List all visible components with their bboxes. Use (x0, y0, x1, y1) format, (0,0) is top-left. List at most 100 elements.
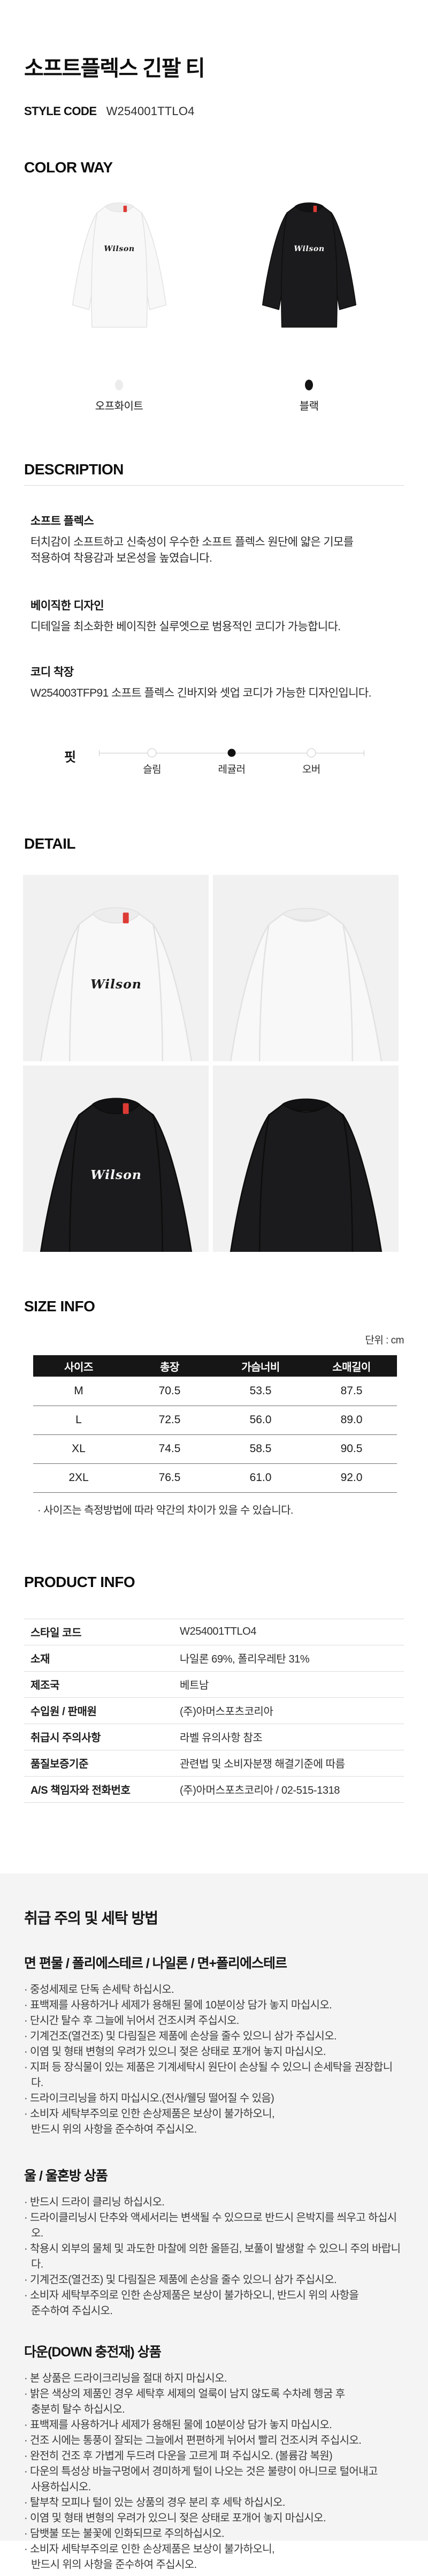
size-cell: 56.0 (215, 1406, 306, 1435)
black-tee-back-image (228, 1099, 384, 1252)
product-info-value: 라벨 유의사항 참조 (180, 1724, 404, 1750)
description-block-body: 터치감이 소프트하고 신축성이 우수한 소프트 플렉스 원단에 얇은 기모를 적… (30, 536, 354, 564)
size-cell: M (33, 1377, 124, 1406)
care-item: · 중성세제로 단독 손세탁 하십시오. (24, 1983, 174, 1996)
size-cell: 2XL (33, 1463, 124, 1493)
product-info-heading: PRODUCT INFO (24, 1573, 135, 1590)
offwhite-tee-back-image (228, 908, 384, 1061)
product-info-value: W254001TTLO4 (180, 1619, 404, 1645)
detail-photo-offwhite-front (23, 875, 209, 1061)
detail-photo-black-front (23, 1066, 209, 1252)
care-item: · 소비자 세탁부주의로 인한 손상제품은 보상이 불가하오니, 반드시 위의 … (24, 2543, 275, 2571)
product-info-row: 소재 나일론 69%, 폴리우레탄 31% (24, 1645, 404, 1672)
offwhite-swatch-icon[interactable] (115, 380, 123, 390)
size-col-sleeve: 소매길이 (306, 1355, 397, 1377)
size-cell: 90.5 (306, 1434, 397, 1464)
fit-stop-regular-selected (227, 749, 236, 757)
fit-scale: 슬림 레귤러 오버 (99, 747, 364, 775)
size-cell: 89.0 (306, 1406, 397, 1435)
care-item: · 기계건조(열건조) 및 다림질은 제품에 손상을 줄수 있으니 삼가 주십시… (24, 2030, 337, 2042)
product-info-row: 수입원 / 판매원 (주)아머스포츠코리아 (24, 1697, 404, 1724)
style-code-row: STYLE CODE W254001TTLO4 (24, 104, 404, 118)
care-group-title-down: 다운(DOWN 충전재) 상품 (24, 2344, 162, 2360)
care-item: · 드라이클리닝시 단추와 액세서리는 변색될 수 있으므로 반드시 은박지를 … (24, 2211, 397, 2239)
size-col-size: 사이즈 (33, 1355, 124, 1377)
size-info-heading: SIZE INFO (24, 1298, 95, 1315)
care-item: · 본 상품은 드라이크리닝을 절대 하지 마십시오. (24, 2372, 227, 2384)
style-code-value: W254001TTLO4 (106, 104, 195, 118)
care-list-wool: · 반드시 드라이 클리닝 하십시오. · 드라이클리닝시 단추와 액세서리는 … (24, 2195, 404, 2319)
size-cell: 87.5 (306, 1377, 397, 1406)
product-info-label: 제조국 (24, 1671, 180, 1698)
care-item: · 이염 및 형태 변형의 우려가 있으니 젖은 상태로 포개어 놓지 마십시오… (24, 2512, 326, 2524)
detail-photo-grid (23, 875, 399, 1252)
size-cell: L (33, 1406, 124, 1435)
size-table: 사이즈 총장 가슴너비 소매길이 M 70.5 53.5 87.5 L 72.5… (33, 1355, 397, 1493)
fit-option-regular: 레귤러 (218, 764, 246, 775)
size-cell: 61.0 (215, 1463, 306, 1493)
page-title: 소프트플렉스 긴팔 티 (24, 57, 205, 80)
product-info-label: 소재 (24, 1645, 180, 1672)
description-divider (24, 485, 404, 486)
description-block-soft-flex: 소프트 플렉스 터치감이 소프트하고 신축성이 우수한 소프트 플렉스 원단에 … (24, 512, 404, 566)
product-info-value: 나일론 69%, 폴리우레탄 31% (180, 1645, 404, 1672)
product-info-value: (주)아머스포츠코리아 / 02-515-1318 (180, 1776, 404, 1803)
size-cell: 74.5 (124, 1434, 215, 1464)
product-info-table: 스타일 코드 W254001TTLO4 소재 나일론 69%, 폴리우레탄 31… (24, 1618, 404, 1803)
description-block-styling: 코디 착장 W254003TFP91 소프트 플렉스 긴바지와 셋업 코디가 가… (24, 663, 404, 701)
care-item: · 드라이크리닝을 하지 마십시오.(전사/웰딩 떨어질 수 있음) (24, 2092, 274, 2104)
size-row-xl: XL 74.5 58.5 90.5 (33, 1434, 397, 1464)
care-item: · 지퍼 등 장식물이 있는 제품은 기계세탁시 원단이 손상될 수 있으니 손… (24, 2061, 393, 2089)
product-photo-black (214, 179, 404, 346)
colorway-heading: COLOR WAY (24, 159, 113, 176)
care-list-down: · 본 상품은 드라이크리닝을 절대 하지 마십시오. · 밝은 색상의 제품인… (24, 2371, 404, 2573)
product-info-row: A/S 책임자와 전화번호 (주)아머스포츠코리아 / 02-515-1318 (24, 1776, 404, 1803)
product-info-value: 베트남 (180, 1671, 404, 1698)
product-info-row: 스타일 코드 W254001TTLO4 (24, 1619, 404, 1645)
product-info-value: (주)아머스포츠코리아 (180, 1697, 404, 1724)
size-cell: 70.5 (124, 1377, 215, 1406)
product-info-label: A/S 책임자와 전화번호 (24, 1776, 180, 1803)
care-item: · 표백제를 사용하거나 세제가 용해된 물에 10분이상 담가 놓지 마십시오… (24, 2419, 332, 2431)
color-option-black[interactable]: 블랙 (214, 380, 404, 413)
black-tee-front-image (262, 202, 356, 327)
care-item: · 단시간 탈수 후 그늘에 뉘어서 건조시켜 주십시오. (24, 2014, 239, 2027)
size-footnote: · 사이즈는 측정방법에 따라 약간의 차이가 있을 수 있습니다. (37, 1504, 293, 1516)
offwhite-tee-front-image (72, 202, 166, 327)
description-heading: DESCRIPTION (24, 461, 124, 478)
offwhite-tee-front-image (38, 908, 194, 1061)
care-item: · 탈부착 모피나 털이 있는 상품의 경우 분리 후 세탁 하십시오. (24, 2496, 285, 2509)
description-block-title: 코디 착장 (30, 666, 74, 678)
size-cell: 92.0 (306, 1463, 397, 1493)
care-item: · 건조 시에는 통풍이 잘되는 그늘에서 편편하게 뉘어서 빨리 건조시켜 주… (24, 2434, 362, 2446)
colorway-image-row (24, 179, 404, 346)
product-info-value: 관련법 및 소비자분쟁 해결기준에 따름 (180, 1750, 404, 1777)
product-page: 소프트플렉스 긴팔 티 STYLE CODE W254001TTLO4 COLO… (0, 51, 428, 1803)
product-info-label: 품질보증기준 (24, 1750, 180, 1777)
care-item: · 다운의 특성상 바늘구멍에서 경미하게 털이 나오는 것은 불량이 아니므로… (24, 2465, 378, 2493)
care-item: · 기계건조(열건조) 및 다림질은 제품에 손상을 줄수 있으니 삼가 주십시… (24, 2273, 337, 2286)
black-swatch-icon[interactable] (305, 380, 313, 390)
fit-option-slim: 슬림 (143, 764, 162, 775)
description-block-title: 베이직한 디자인 (30, 600, 104, 612)
size-cell: 58.5 (215, 1434, 306, 1464)
offwhite-swatch-label: 오프화이트 (95, 401, 143, 412)
care-item: · 밝은 색상의 제품인 경우 세탁후 세제의 얼룩이 남지 않도록 수차례 헹… (24, 2388, 345, 2415)
style-code-label: STYLE CODE (24, 104, 97, 118)
product-photo-offwhite (24, 179, 214, 346)
care-item: · 소비자 세탁부주의로 인한 손상제품은 보상이 불가하오니, 반드시 위의 … (24, 2289, 359, 2317)
size-cell: XL (33, 1434, 124, 1464)
size-col-length: 총장 (124, 1355, 215, 1377)
color-option-offwhite[interactable]: 오프화이트 (24, 380, 214, 413)
product-info-label: 스타일 코드 (24, 1619, 180, 1645)
black-swatch-label: 블랙 (299, 401, 319, 412)
fit-option-over: 오버 (302, 764, 320, 775)
fit-label: 핏 (64, 750, 76, 765)
care-item: · 표백제를 사용하거나 세제가 용해된 물에 10분이상 담가 놓지 마십시오… (24, 1999, 332, 2011)
description-block-body: W254003TFP91 소프트 플렉스 긴바지와 셋업 코디가 가능한 디자인… (30, 687, 371, 699)
fit-stop-over (307, 748, 316, 758)
product-info-label: 취급시 주의사항 (24, 1724, 180, 1750)
product-info-row: 제조국 베트남 (24, 1671, 404, 1698)
size-unit-note: 단위 : cm (365, 1335, 404, 1346)
fit-stop-slim (147, 748, 157, 758)
